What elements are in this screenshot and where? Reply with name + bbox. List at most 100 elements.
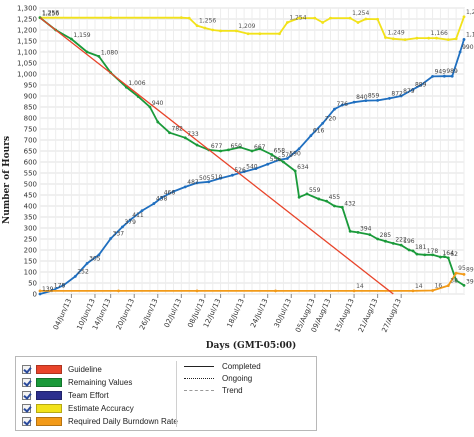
line-style-label: Trend	[222, 385, 243, 395]
data-point-team-effort	[62, 283, 65, 287]
data-point-estimate-accuracy	[246, 32, 250, 36]
data-point-remaining-values	[446, 256, 450, 260]
legend-item-team-effort[interactable]: Team Effort	[22, 389, 178, 402]
data-point-remaining-values	[317, 197, 321, 201]
data-point-estimate-accuracy	[187, 16, 191, 20]
required-daily-burndown-rate-checkbox[interactable]	[22, 417, 31, 426]
data-point-team-effort	[152, 202, 156, 205]
data-point-remaining-values	[97, 55, 101, 58]
series-legend: Guideline Remaining Values Team Effort E…	[22, 363, 178, 428]
data-point-required-daily-burndown-rate	[195, 289, 199, 293]
data-point-remaining-values	[407, 248, 411, 252]
data-label: 776	[336, 101, 348, 108]
data-label: 432	[344, 200, 356, 207]
data-label: 196	[403, 238, 415, 245]
data-label: 590	[289, 150, 301, 157]
data-label: 872	[391, 90, 403, 97]
y-tick-label: 800	[24, 115, 37, 123]
data-point-remaining-values	[454, 278, 458, 282]
y-tick-label: 0	[33, 291, 37, 299]
data-label: 570	[281, 152, 293, 159]
data-label: 455	[329, 194, 341, 201]
estimate-accuracy-checkbox[interactable]	[22, 404, 31, 413]
data-label: 658	[274, 148, 286, 155]
y-tick-label: 650	[24, 148, 37, 156]
data-label: 1,209	[238, 23, 255, 30]
line-style-legend: Completed Ongoing Trend	[184, 360, 261, 396]
data-point-remaining-values	[195, 143, 199, 147]
legend-item-estimate-accuracy[interactable]: Estimate Accuracy	[22, 402, 178, 415]
legend-divider	[176, 361, 177, 427]
y-tick-label: 850	[24, 104, 37, 112]
data-label: 39	[466, 278, 474, 285]
data-point-remaining-values	[399, 243, 403, 247]
data-point-required-daily-burndown-rate	[462, 273, 466, 276]
data-point-team-effort	[266, 162, 270, 166]
data-point-team-effort	[321, 121, 325, 125]
data-point-team-effort	[160, 196, 164, 200]
data-label: 889	[415, 81, 427, 88]
data-label: 940	[152, 100, 164, 107]
data-point-estimate-accuracy	[203, 26, 207, 30]
team-effort-swatch	[36, 391, 62, 400]
data-point-team-effort	[85, 262, 89, 265]
data-point-team-effort	[462, 38, 466, 41]
chart-legend: Guideline Remaining Values Team Effort E…	[15, 356, 317, 431]
chart-grid	[39, 7, 465, 295]
data-point-remaining-values	[439, 255, 442, 259]
x-tick-label: 21/Aug/13	[357, 297, 380, 333]
data-point-required-daily-burndown-rate	[411, 289, 415, 293]
data-label: 305	[89, 255, 101, 262]
data-label: 16	[435, 282, 443, 289]
data-label: 1,249	[387, 29, 404, 36]
data-label: 394	[360, 225, 372, 232]
data-label: 178	[54, 283, 66, 290]
data-point-estimate-accuracy	[219, 29, 222, 33]
data-point-team-effort	[297, 147, 301, 151]
legend-item-remaining-values[interactable]: Remaining Values	[22, 376, 178, 389]
data-label: 252	[77, 268, 89, 275]
guideline-checkbox[interactable]	[22, 365, 31, 374]
y-tick-label: 1,150	[17, 38, 37, 46]
line-style-label: Completed	[222, 361, 261, 371]
data-label: 164	[442, 250, 454, 257]
data-point-estimate-accuracy	[415, 36, 419, 40]
data-label: 989	[446, 68, 458, 75]
data-point-team-effort	[73, 275, 77, 278]
y-tick-label: 400	[24, 203, 37, 211]
y-tick-label: 1,200	[17, 27, 37, 35]
data-point-remaining-values	[297, 195, 301, 199]
data-point-remaining-values	[227, 148, 230, 152]
legend-label: Team Effort	[68, 391, 109, 400]
data-label: 510	[211, 174, 223, 181]
data-point-required-daily-burndown-rate	[454, 271, 458, 275]
data-label: 634	[297, 164, 309, 171]
data-label: 337	[113, 231, 125, 238]
data-label: 616	[313, 128, 325, 135]
y-tick-label: 1,250	[17, 16, 37, 24]
data-point-remaining-values	[376, 237, 380, 241]
data-point-estimate-accuracy	[109, 16, 113, 20]
legend-item-guideline[interactable]: Guideline	[22, 363, 178, 376]
y-tick-label: 1,000	[17, 71, 37, 79]
data-point-remaining-values	[258, 147, 262, 151]
data-label: 438	[156, 196, 168, 203]
data-point-team-effort	[285, 157, 289, 160]
remaining-values-checkbox[interactable]	[22, 378, 31, 387]
data-point-estimate-accuracy	[234, 29, 238, 33]
remaining-values-swatch	[36, 378, 62, 387]
team-effort-checkbox[interactable]	[22, 391, 31, 400]
data-point-remaining-values	[282, 160, 285, 164]
data-point-remaining-values	[333, 204, 336, 208]
data-point-estimate-accuracy	[364, 17, 368, 21]
data-label: 466	[164, 190, 176, 197]
data-label: 1,080	[101, 49, 118, 56]
y-tick-label: 50	[28, 280, 37, 288]
line-style-completed: Completed	[184, 360, 261, 372]
data-label: 1,254	[289, 15, 306, 22]
data-label: 1,159	[73, 32, 90, 39]
data-point-estimate-accuracy	[258, 32, 262, 36]
data-point-remaining-values	[348, 229, 352, 233]
legend-item-required-daily-burndown-rate[interactable]: Required Daily Burndown Rate	[22, 415, 178, 428]
data-point-remaining-values	[238, 145, 242, 149]
